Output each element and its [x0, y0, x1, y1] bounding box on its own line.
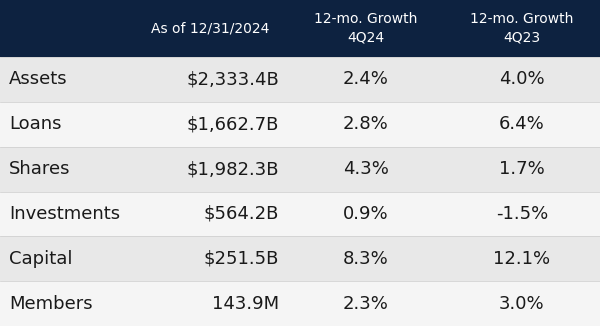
Bar	[0, 147, 600, 191]
Text: 8.3%: 8.3%	[343, 250, 389, 268]
Text: 12.1%: 12.1%	[493, 250, 551, 268]
Text: 6.4%: 6.4%	[499, 115, 545, 133]
Text: 2.3%: 2.3%	[343, 295, 389, 313]
Text: $1,662.7B: $1,662.7B	[187, 115, 279, 133]
Text: 2.4%: 2.4%	[343, 70, 389, 88]
Text: $564.2B: $564.2B	[203, 205, 279, 223]
Text: 12-mo. Growth
4Q23: 12-mo. Growth 4Q23	[470, 12, 574, 45]
Text: -1.5%: -1.5%	[496, 205, 548, 223]
Text: 1.7%: 1.7%	[499, 160, 545, 178]
Text: $2,333.4B: $2,333.4B	[186, 70, 279, 88]
Text: $251.5B: $251.5B	[203, 250, 279, 268]
Text: 4.3%: 4.3%	[343, 160, 389, 178]
Bar	[0, 281, 600, 326]
Bar	[0, 57, 600, 102]
Bar	[0, 102, 600, 147]
Text: As of 12/31/2024: As of 12/31/2024	[151, 22, 269, 36]
Bar	[0, 0, 600, 57]
Text: Loans: Loans	[9, 115, 62, 133]
Bar	[0, 236, 600, 281]
Text: 2.8%: 2.8%	[343, 115, 389, 133]
Text: Members: Members	[9, 295, 92, 313]
Bar	[0, 192, 600, 236]
Text: 0.9%: 0.9%	[343, 205, 389, 223]
Text: 4.0%: 4.0%	[499, 70, 545, 88]
Text: 3.0%: 3.0%	[499, 295, 545, 313]
Text: Capital: Capital	[9, 250, 73, 268]
Text: $1,982.3B: $1,982.3B	[187, 160, 279, 178]
Text: 12-mo. Growth
4Q24: 12-mo. Growth 4Q24	[314, 12, 418, 45]
Text: Investments: Investments	[9, 205, 120, 223]
Text: 143.9M: 143.9M	[212, 295, 279, 313]
Text: Shares: Shares	[9, 160, 71, 178]
Text: Assets: Assets	[9, 70, 68, 88]
